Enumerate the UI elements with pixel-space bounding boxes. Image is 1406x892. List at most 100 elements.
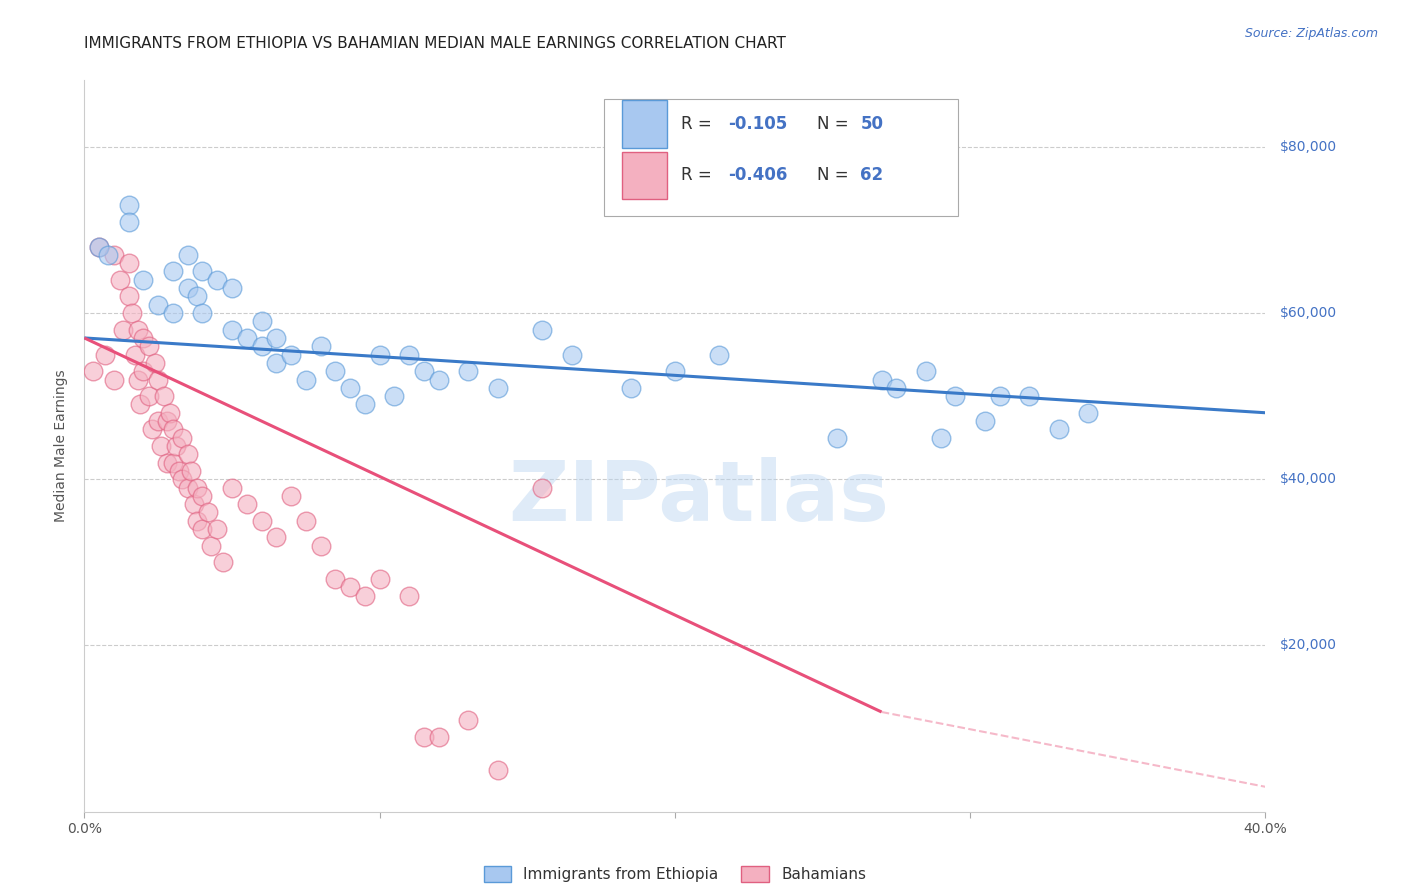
Point <box>177 481 200 495</box>
Point <box>709 348 731 362</box>
Point <box>150 439 173 453</box>
Point <box>250 339 273 353</box>
Text: $20,000: $20,000 <box>1281 639 1337 652</box>
Point <box>132 273 155 287</box>
Point <box>148 298 170 312</box>
Text: Source: ZipAtlas.com: Source: ZipAtlas.com <box>1244 27 1378 40</box>
Point <box>177 248 200 262</box>
Point <box>111 323 134 337</box>
Point <box>186 514 208 528</box>
Point <box>170 431 193 445</box>
Point <box>664 364 686 378</box>
Point <box>398 589 420 603</box>
Point <box>205 522 228 536</box>
Point <box>191 522 214 536</box>
Text: N =: N = <box>817 167 853 185</box>
Point <box>221 323 243 337</box>
Text: 50: 50 <box>860 115 883 133</box>
Point <box>205 273 228 287</box>
Point <box>295 514 318 528</box>
Point <box>186 289 208 303</box>
Point <box>141 422 163 436</box>
Point <box>619 381 641 395</box>
Point <box>1077 406 1099 420</box>
Point <box>103 248 125 262</box>
Point <box>382 389 406 403</box>
Point <box>221 481 243 495</box>
Point <box>486 381 509 395</box>
Point <box>170 472 193 486</box>
Point <box>132 331 155 345</box>
Point <box>177 281 200 295</box>
Point <box>827 431 849 445</box>
Point <box>167 464 190 478</box>
Point <box>138 339 160 353</box>
Point <box>121 306 143 320</box>
Text: $40,000: $40,000 <box>1281 472 1337 486</box>
Point <box>221 281 243 295</box>
Point <box>368 572 391 586</box>
Point <box>309 339 332 353</box>
Point <box>191 489 214 503</box>
Text: -0.105: -0.105 <box>728 115 787 133</box>
Point <box>200 539 222 553</box>
Text: IMMIGRANTS FROM ETHIOPIA VS BAHAMIAN MEDIAN MALE EARNINGS CORRELATION CHART: IMMIGRANTS FROM ETHIOPIA VS BAHAMIAN MED… <box>84 36 786 51</box>
Point <box>177 447 200 461</box>
Point <box>87 239 111 253</box>
Point <box>138 389 160 403</box>
Point <box>94 348 117 362</box>
Point <box>124 348 146 362</box>
Text: 62: 62 <box>860 167 883 185</box>
Point <box>398 348 420 362</box>
Point <box>309 539 332 553</box>
Point <box>988 389 1011 403</box>
Point <box>530 481 553 495</box>
FancyBboxPatch shape <box>605 99 959 216</box>
Point <box>339 381 361 395</box>
Point <box>323 572 347 586</box>
Point <box>413 730 436 744</box>
Point <box>323 364 347 378</box>
Point <box>118 214 141 228</box>
Point <box>295 372 318 386</box>
Point <box>183 497 205 511</box>
Point <box>82 364 104 378</box>
Point <box>264 530 288 544</box>
Point <box>264 356 288 370</box>
Point <box>162 456 184 470</box>
Text: N =: N = <box>817 115 853 133</box>
Bar <box>621 101 666 148</box>
Point <box>427 372 450 386</box>
Point <box>413 364 436 378</box>
Point <box>212 555 235 569</box>
Point <box>156 414 179 428</box>
Point <box>118 198 141 212</box>
Point <box>191 264 214 278</box>
Point <box>148 414 170 428</box>
Point <box>153 389 176 403</box>
Bar <box>621 152 666 199</box>
Point <box>162 264 184 278</box>
Point <box>156 456 179 470</box>
Point <box>354 589 377 603</box>
Point <box>143 356 166 370</box>
Point <box>368 348 391 362</box>
Point <box>87 239 111 253</box>
Point <box>132 364 155 378</box>
Point <box>108 273 131 287</box>
Point <box>457 364 479 378</box>
Point <box>165 439 187 453</box>
Point <box>250 514 273 528</box>
Point <box>354 397 377 411</box>
Text: -0.406: -0.406 <box>728 167 787 185</box>
Point <box>127 372 149 386</box>
Point <box>530 323 553 337</box>
Point <box>929 431 952 445</box>
Point <box>250 314 273 328</box>
Point <box>870 372 893 386</box>
Point <box>235 331 259 345</box>
Point <box>148 372 170 386</box>
Text: R =: R = <box>681 115 717 133</box>
Text: $80,000: $80,000 <box>1281 140 1337 153</box>
Point <box>97 248 120 262</box>
